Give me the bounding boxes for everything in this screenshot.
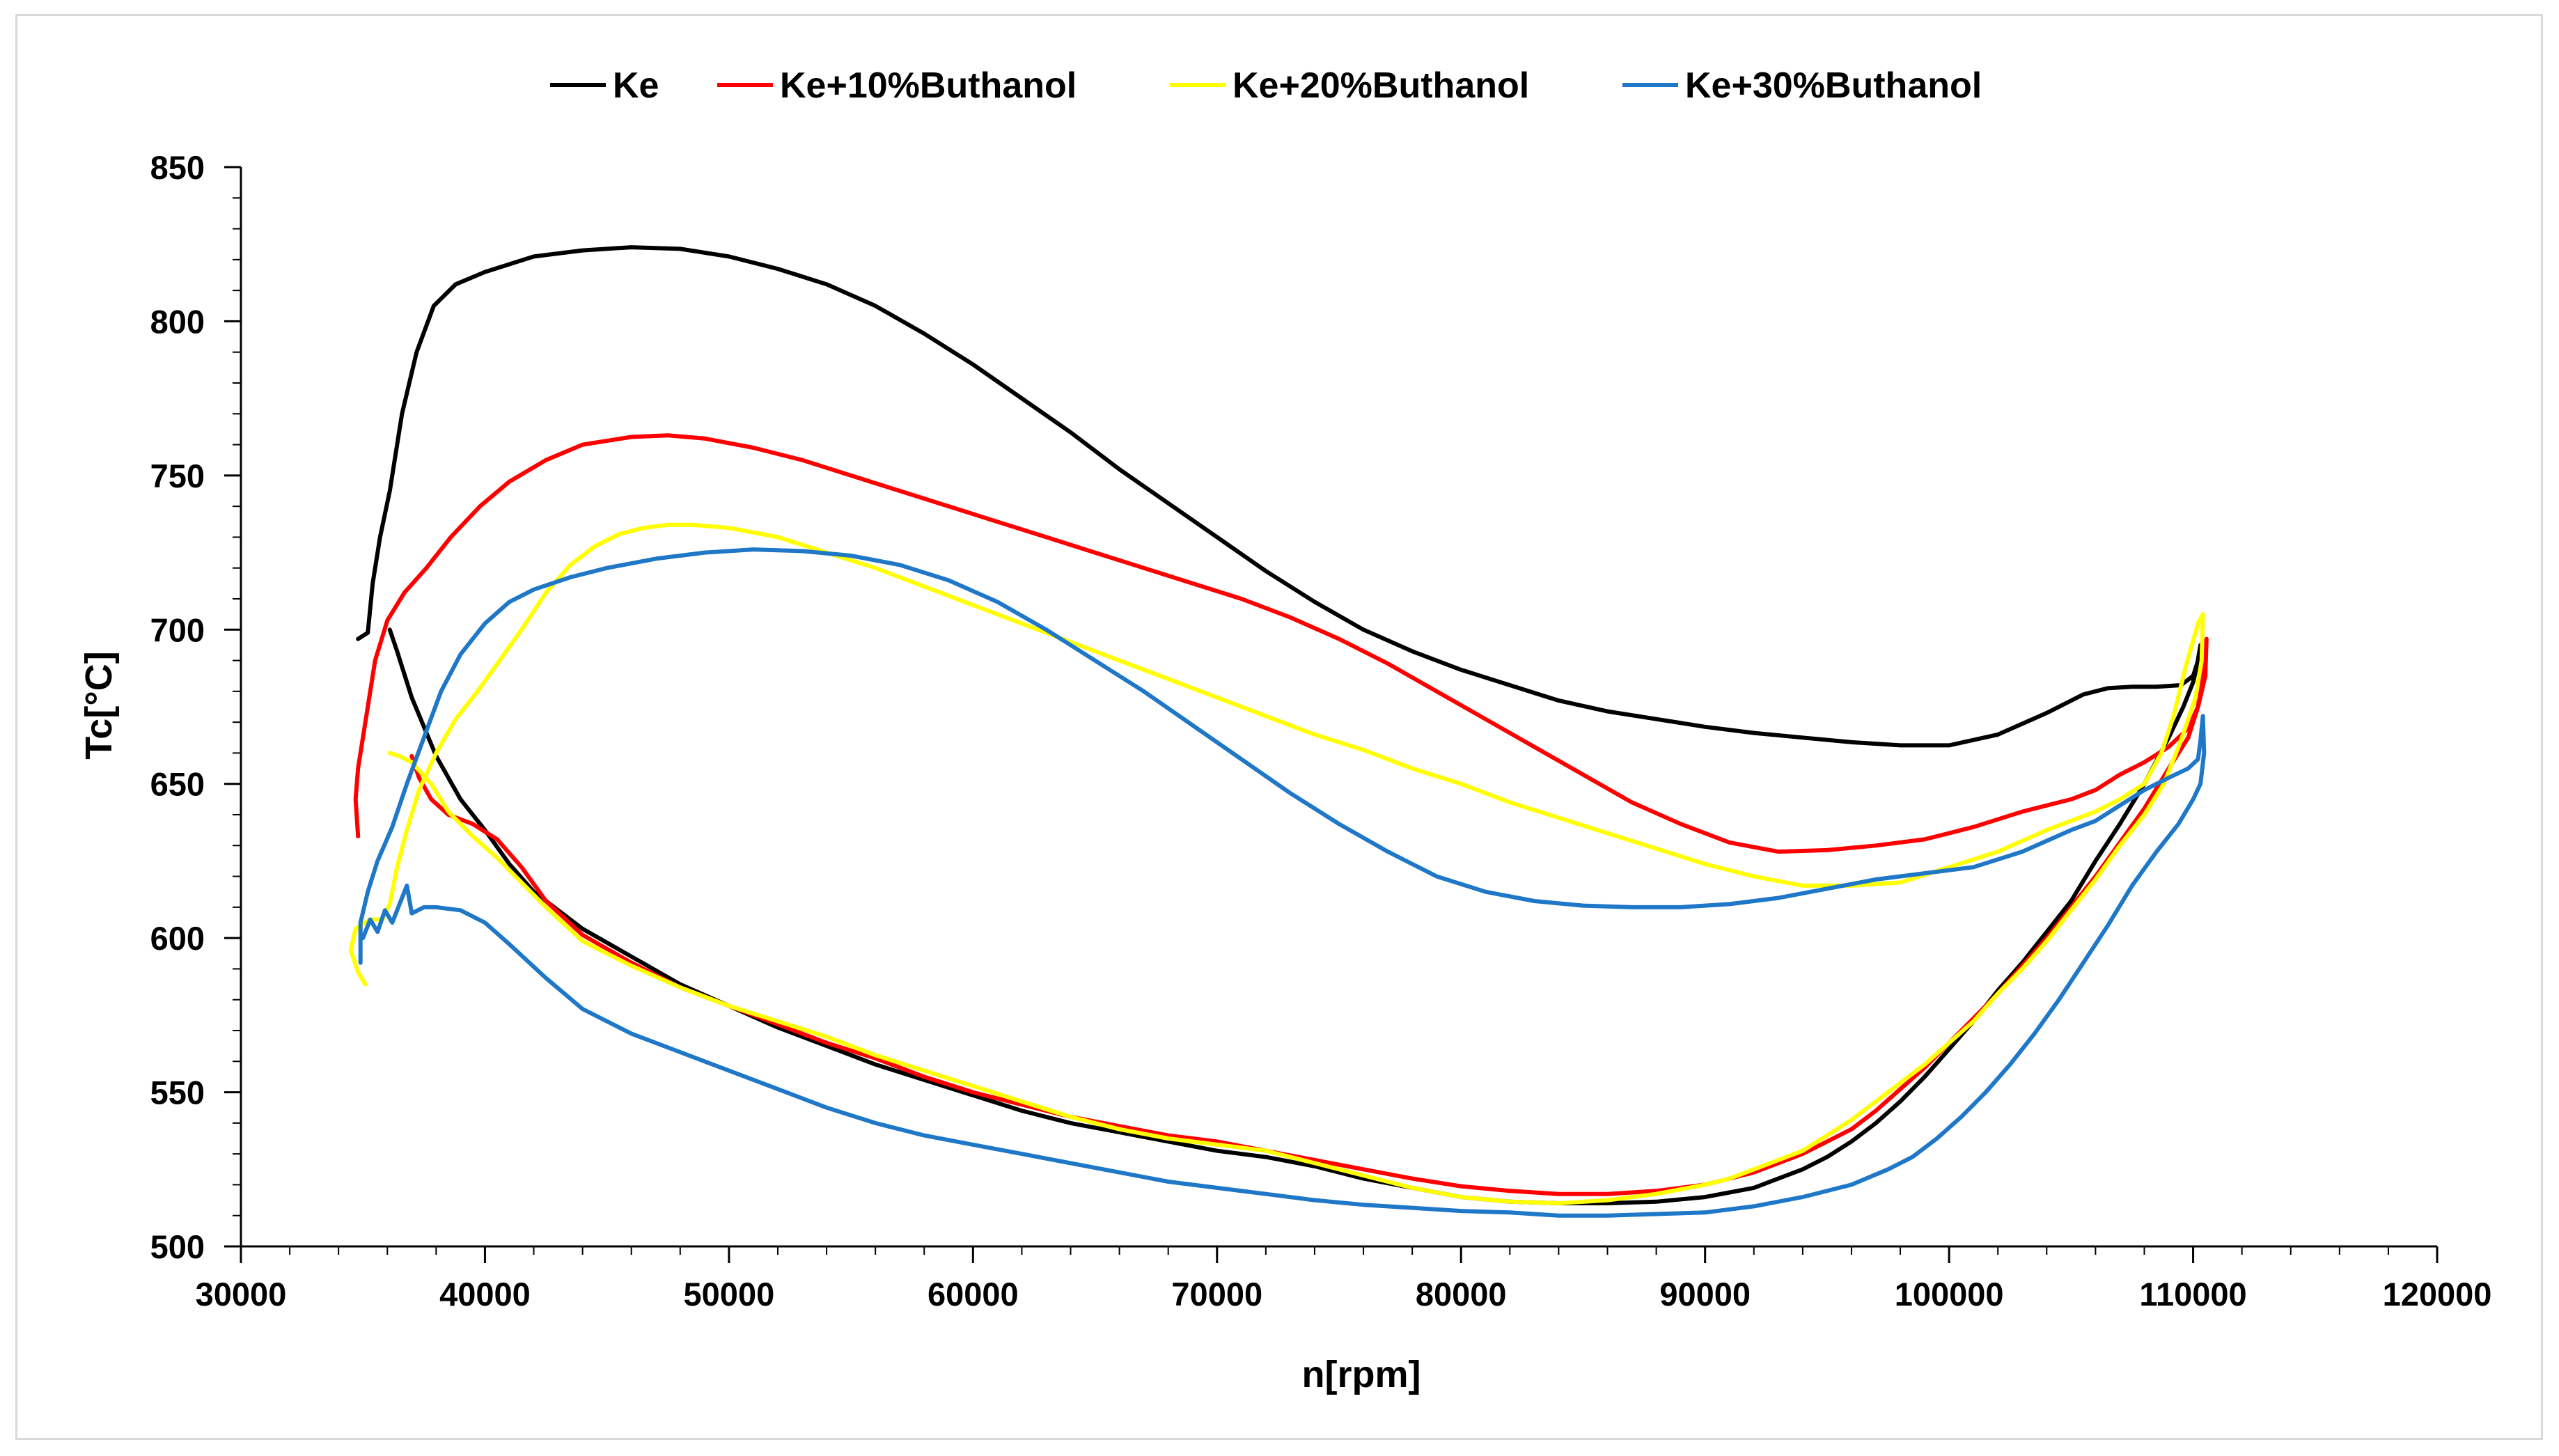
legend-label: Ke — [613, 65, 659, 106]
y-tick-label: 700 — [150, 611, 205, 648]
x-axis-title: n[rpm] — [1302, 1354, 1421, 1395]
y-tick-label: 550 — [150, 1074, 205, 1111]
x-tick-label: 110000 — [2139, 1276, 2246, 1313]
y-tick-label: 850 — [150, 149, 205, 186]
y-tick-label: 650 — [150, 766, 205, 803]
x-tick-label: 100000 — [1895, 1276, 2004, 1313]
series-line-ke-10-buthanol — [353, 433, 2209, 1196]
x-tick-label: 120000 — [2383, 1276, 2492, 1313]
y-tick-label: 800 — [150, 303, 205, 340]
series-group — [348, 245, 2209, 1218]
y-axis-title: Tc[°C] — [78, 651, 120, 760]
y-tick-label: 600 — [150, 920, 205, 957]
y-tick-label: 500 — [150, 1228, 205, 1265]
legend-label: Ke+30%Buthanol — [1685, 65, 1982, 106]
x-tick-label: 90000 — [1659, 1276, 1751, 1313]
x-tick-label: 40000 — [439, 1276, 531, 1313]
legend-label: Ke+20%Buthanol — [1232, 65, 1529, 106]
x-tick-label: 80000 — [1416, 1276, 1507, 1313]
x-tick-label: 50000 — [684, 1276, 775, 1313]
x-tick-label: 60000 — [928, 1276, 1019, 1313]
series-line-ke-30-buthanol — [358, 547, 2207, 1218]
series-line-ke — [356, 245, 2203, 1205]
y-tick-label: 750 — [150, 457, 205, 494]
x-tick-label: 70000 — [1171, 1276, 1262, 1313]
legend: Ke Ke+10%Buthanol Ke+20%Buthanol Ke+30%Buth… — [550, 65, 1982, 106]
x-tick-label: 30000 — [196, 1276, 287, 1313]
chart-frame — [15, 14, 2543, 1440]
legend-label: Ke+10%Buthanol — [780, 65, 1077, 106]
axes: 500 550 600 650 700 750 800 850 30000 40000 50000 6… — [150, 149, 2492, 1313]
series-line-ke-20-buthanol — [348, 522, 2205, 1205]
